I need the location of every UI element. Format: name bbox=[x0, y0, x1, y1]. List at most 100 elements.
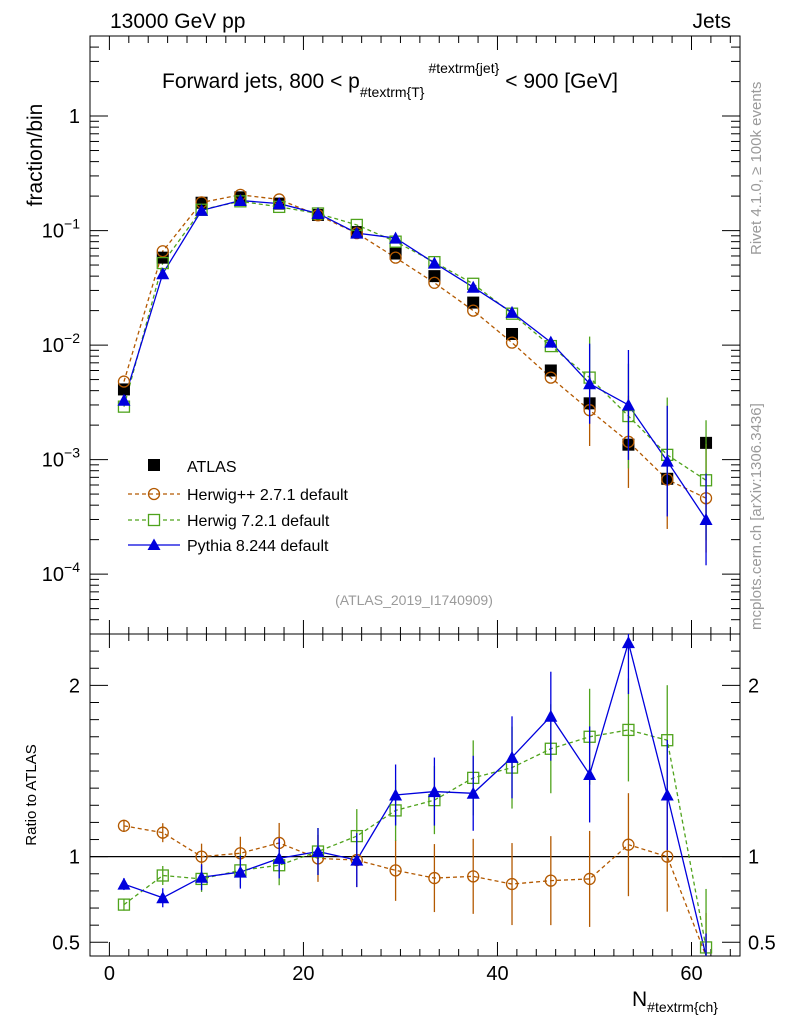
data-point-pythia bbox=[583, 377, 597, 390]
legend-marker-pythia bbox=[147, 538, 161, 550]
tick-label-exponent: −3 bbox=[64, 445, 80, 461]
chart-title-superscript: #textrm{jet} bbox=[428, 60, 499, 76]
data-point-herwigpp bbox=[544, 371, 557, 384]
analysis-watermark: (ATLAS_2019_I1740909) bbox=[335, 592, 493, 608]
legend-marker-herwig7 bbox=[147, 513, 161, 527]
x-tick-label: 20 bbox=[292, 963, 314, 985]
ratio-y-tick-label-left: 0.5 bbox=[52, 932, 80, 954]
ratio-point-herwigpp bbox=[156, 826, 169, 839]
main-y-tick-labels: 10−410−310−210−11 bbox=[42, 106, 80, 586]
main-panel: 10−410−310−210−11 fraction/bin Forward j… bbox=[24, 35, 741, 635]
series-line-pythia bbox=[123, 199, 707, 520]
data-point-atlas bbox=[428, 270, 441, 283]
ratio-point-pythia bbox=[427, 785, 441, 798]
x-axis-label-base: N bbox=[632, 988, 647, 1011]
ratio-point-herwigpp bbox=[428, 871, 441, 885]
ratio-data-layer bbox=[117, 634, 713, 957]
side-label-rivet: Rivet 4.1.0, ≥ 100k events bbox=[748, 82, 765, 255]
main-ticks bbox=[89, 35, 740, 635]
ratio-point-herwigpp bbox=[583, 872, 596, 886]
data-point-pythia bbox=[505, 305, 519, 318]
x-axis-label: N#textrm{ch} bbox=[632, 988, 718, 1015]
data-point-pythia bbox=[311, 206, 325, 219]
tick-label-exponent: −1 bbox=[64, 216, 80, 232]
ratio-point-herwigpp bbox=[195, 850, 208, 863]
ratio-line-herwigpp bbox=[123, 825, 707, 957]
ratio-panel: 0.5 0.5 1 1 2 2 0 20 40 60 Ratio to ATLAS N#text… bbox=[23, 633, 776, 1015]
ratio-point-herwigpp bbox=[389, 864, 402, 877]
ratio-point-herwigpp bbox=[117, 819, 131, 832]
chart-title-main: Forward jets, 800 < p bbox=[162, 70, 360, 93]
x-tick-label: 0 bbox=[104, 963, 115, 985]
data-point-pythia bbox=[699, 512, 713, 525]
series-line-herwigpp bbox=[123, 194, 707, 499]
data-point-atlas bbox=[389, 247, 402, 260]
data-point-atlas bbox=[195, 196, 208, 209]
ratio-y-tick-label-left: 2 bbox=[69, 675, 80, 697]
ratio-point-pythia bbox=[233, 865, 247, 878]
data-point-atlas bbox=[506, 327, 519, 340]
data-point-pythia bbox=[389, 231, 403, 244]
ratio-y-tick-label-left: 1 bbox=[69, 847, 80, 869]
ratio-point-herwigpp bbox=[505, 877, 519, 891]
ratio-point-pythia bbox=[156, 891, 170, 904]
main-y-tick-label: 1 bbox=[69, 106, 80, 128]
chart-title-subscript: #textrm{T} bbox=[360, 84, 425, 100]
data-point-herwigpp bbox=[428, 276, 441, 289]
data-point-pythia bbox=[660, 454, 674, 467]
data-point-pythia bbox=[272, 197, 286, 210]
header-right: Jets bbox=[692, 10, 731, 33]
ratio-point-herwig7 bbox=[117, 898, 131, 911]
ratio-point-herwig7 bbox=[622, 723, 635, 737]
ratio-line-pythia bbox=[123, 640, 707, 957]
data-point-pythia bbox=[233, 194, 247, 207]
main-y-tick-label: 10−1 bbox=[42, 216, 80, 243]
ratio-point-pythia bbox=[389, 788, 403, 801]
main-y-tick-label: 10−3 bbox=[42, 445, 80, 472]
data-point-pythia bbox=[195, 203, 209, 216]
ratio-point-herwigpp bbox=[544, 874, 557, 887]
ratio-point-pythia bbox=[195, 870, 209, 883]
ratio-y-tick-label-right: 0.5 bbox=[748, 932, 776, 954]
data-point-herwigpp bbox=[389, 251, 402, 264]
data-point-pythia bbox=[621, 398, 635, 411]
data-point-pythia bbox=[350, 226, 364, 239]
legend-label-herwigpp: Herwig++ 2.7.1 default bbox=[187, 487, 349, 504]
tick-label-base: 10 bbox=[42, 450, 64, 472]
legend-label-herwig7: Herwig 7.2.1 default bbox=[187, 513, 330, 530]
header-left: 13000 GeV pp bbox=[110, 10, 245, 33]
main-y-tick-label: 10−4 bbox=[42, 559, 80, 586]
chart-title: Forward jets, 800 < p#textrm{T}#textrm{j… bbox=[162, 60, 618, 100]
tick-label-exponent: −2 bbox=[64, 330, 80, 346]
ratio-point-herwigpp bbox=[467, 870, 480, 883]
ratio-point-herwigpp bbox=[661, 850, 674, 863]
tick-label-base: 10 bbox=[42, 564, 64, 586]
main-y-axis-label: fraction/bin bbox=[24, 104, 47, 207]
ratio-point-pythia bbox=[505, 750, 519, 763]
legend-label-pythia: Pythia 8.244 default bbox=[187, 538, 329, 555]
legend-marker-atlas bbox=[148, 459, 160, 471]
ratio-y-axis-label: Ratio to ATLAS bbox=[23, 744, 40, 845]
ratio-y-tick-label-right: 1 bbox=[748, 847, 759, 869]
tick-label-base: 10 bbox=[42, 221, 64, 243]
data-point-herwigpp bbox=[156, 245, 169, 258]
tick-label-base: 10 bbox=[42, 335, 64, 357]
data-point-herwigpp bbox=[505, 336, 519, 349]
ratio-line-herwig7 bbox=[123, 729, 707, 948]
data-point-pythia bbox=[544, 335, 558, 348]
ratio-point-herwig7 bbox=[156, 869, 169, 882]
ratio-ticks bbox=[89, 633, 740, 956]
ratio-point-pythia bbox=[660, 788, 674, 801]
legend-label-atlas: ATLAS bbox=[187, 459, 237, 476]
ratio-point-pythia bbox=[311, 845, 325, 858]
data-point-pythia bbox=[117, 393, 131, 406]
x-tick-label: 60 bbox=[680, 963, 702, 985]
ratio-y-tick-label-right: 2 bbox=[748, 675, 759, 697]
ratio-point-pythia bbox=[466, 786, 480, 799]
legend-marker-herwigpp bbox=[147, 487, 161, 501]
legend: ATLAS Herwig++ 2.7.1 default Herwig 7.2.… bbox=[128, 459, 349, 555]
side-label-mcplots: mcplots.cern.ch [arXiv:1306.3436] bbox=[748, 403, 765, 630]
x-tick-label: 40 bbox=[486, 963, 508, 985]
x-axis-label-subscript: #textrm{ch} bbox=[647, 999, 718, 1015]
